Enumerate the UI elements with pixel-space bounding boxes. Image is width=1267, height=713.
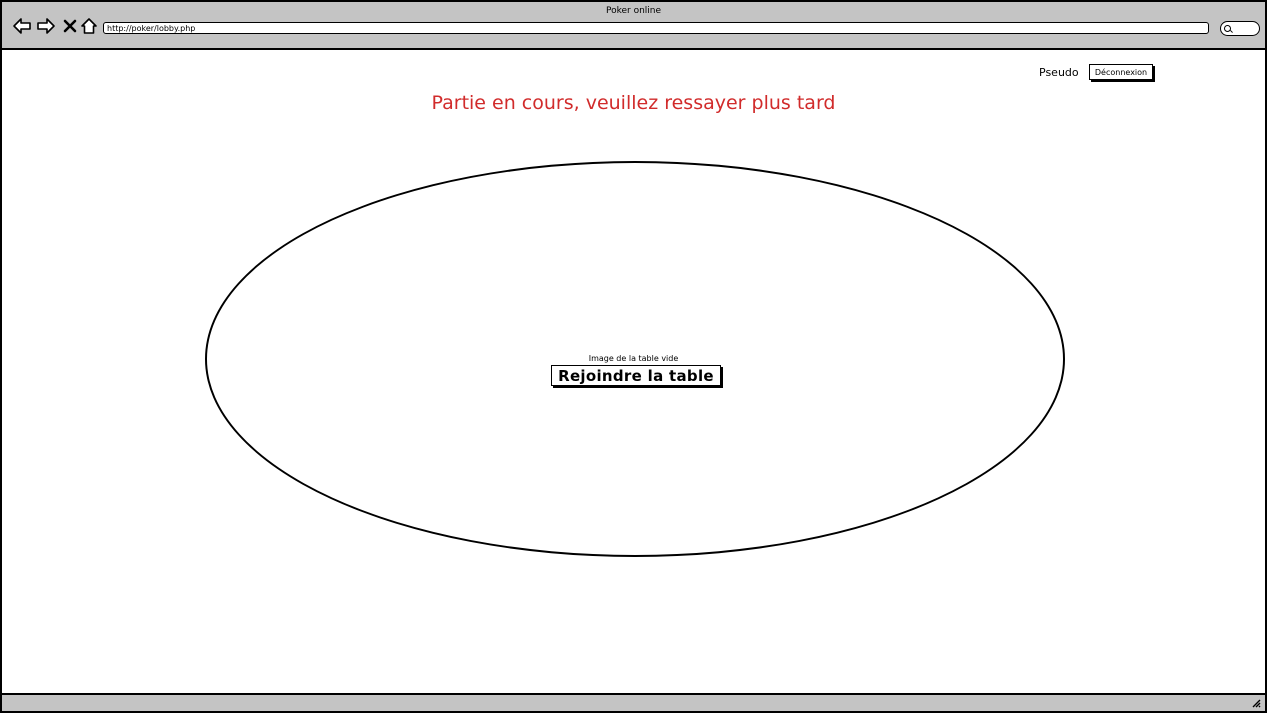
- forward-arrow-icon: [37, 18, 55, 34]
- status-message: Partie en cours, veuillez ressayer plus …: [431, 92, 836, 114]
- address-bar[interactable]: http://poker/lobby.php: [103, 22, 1209, 34]
- home-icon: [81, 18, 97, 34]
- table-image-caption: Image de la table vide: [588, 354, 679, 363]
- search-box[interactable]: [1220, 21, 1260, 36]
- user-pseudo-label: Pseudo: [1039, 66, 1079, 79]
- browser-chrome: Poker online http://poker/lobby.php: [2, 2, 1265, 50]
- window-title: Poker online: [605, 6, 662, 16]
- stop-button[interactable]: [59, 15, 81, 37]
- resize-grip-icon[interactable]: [1252, 699, 1261, 708]
- close-icon: [63, 19, 77, 33]
- browser-status-bar: [2, 693, 1265, 711]
- logout-button[interactable]: Déconnexion: [1089, 64, 1153, 80]
- search-icon: [1224, 25, 1231, 32]
- poker-table-placeholder: [205, 161, 1065, 557]
- back-arrow-icon: [13, 18, 31, 34]
- home-button[interactable]: [78, 15, 100, 37]
- join-table-button[interactable]: Rejoindre la table: [551, 365, 721, 386]
- forward-button[interactable]: [35, 15, 57, 37]
- back-button[interactable]: [11, 15, 33, 37]
